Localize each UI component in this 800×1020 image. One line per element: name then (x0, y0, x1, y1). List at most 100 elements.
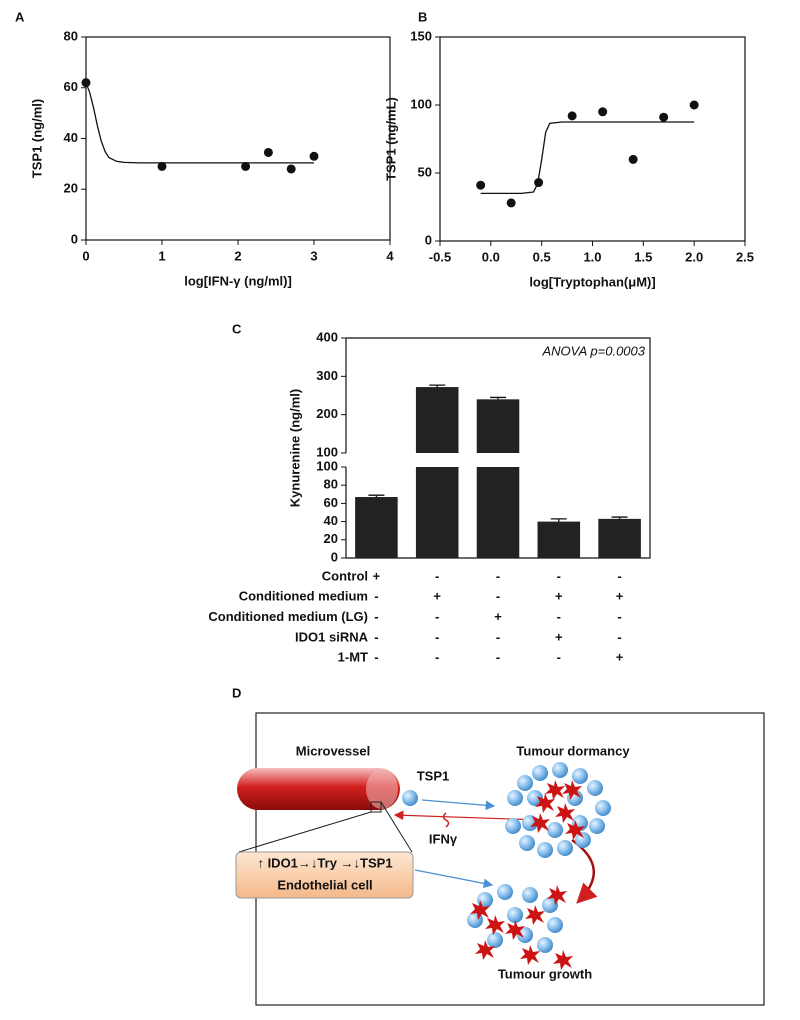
condition-sign: - (374, 609, 378, 624)
data-point (506, 198, 516, 208)
cell (532, 765, 548, 781)
x-tick-label: 0.5 (533, 249, 551, 264)
condition-sign: - (617, 629, 621, 644)
endothelial-box (235, 851, 414, 899)
condition-sign: - (435, 568, 439, 583)
x-axis-label: log[Tryptophan(μM)] (529, 274, 655, 289)
bar (476, 399, 520, 453)
y-tick-label: 40 (324, 513, 338, 528)
bar (415, 387, 459, 453)
condition-sign: + (616, 650, 624, 665)
x-tick-label: 1.0 (583, 249, 601, 264)
condition-label: 1-MT (338, 650, 368, 665)
condition-sign: + (555, 629, 563, 644)
cell (589, 818, 605, 834)
arrow (421, 799, 496, 811)
y-tick-label: 0 (331, 549, 338, 564)
data-point (286, 164, 296, 174)
star-cell (545, 780, 565, 800)
y-tick-label: 300 (316, 368, 338, 383)
y-axis-label: TSP1 (ng/mL) (383, 97, 398, 181)
condition-sign: + (494, 609, 502, 624)
condition-sign: + (373, 568, 381, 583)
condition-sign: - (435, 629, 439, 644)
bar (476, 467, 520, 558)
cell (547, 822, 563, 838)
condition-sign: + (555, 589, 563, 604)
condition-sign: - (496, 650, 500, 665)
cell (595, 800, 611, 816)
curved-arrow (571, 838, 598, 904)
arrow (414, 869, 494, 889)
x-tick-label: -0.5 (429, 249, 451, 264)
cell (507, 790, 523, 806)
bar (415, 467, 459, 558)
condition-sign: - (557, 650, 561, 665)
plot-frame (439, 36, 746, 242)
condition-sign: - (557, 568, 561, 583)
label: Tumour growth (498, 966, 592, 981)
zoom-square (370, 801, 382, 813)
cell (575, 832, 591, 848)
star-cell (555, 803, 575, 823)
condition-label: IDO1 siRNA (295, 629, 369, 644)
panel-label: B (418, 9, 427, 24)
x-axis-label: log[IFN-γ (ng/ml)] (184, 273, 292, 288)
condition-sign: + (433, 589, 441, 604)
condition-label: Control (322, 568, 368, 583)
panel-label: A (15, 9, 25, 24)
x-tick-label: 0 (82, 248, 89, 263)
x-tick-label: 3 (310, 248, 317, 263)
panel-label: C (232, 321, 242, 336)
error-bar (368, 494, 385, 498)
y-tick-label: 100 (410, 96, 432, 111)
data-point (241, 161, 251, 171)
y-tick-label: 40 (64, 130, 78, 145)
condition-sign: - (617, 568, 621, 583)
condition-label: Conditioned medium (LG) (208, 609, 368, 624)
y-tick-label: 60 (324, 495, 338, 510)
data-point (628, 154, 638, 164)
cell (547, 917, 563, 933)
y-tick-label: 200 (316, 406, 338, 421)
data-point (567, 111, 577, 121)
condition-sign: - (374, 589, 378, 604)
cell (505, 818, 521, 834)
cell (522, 887, 538, 903)
cell (572, 768, 588, 784)
cell (517, 775, 533, 791)
label: Microvessel (296, 743, 370, 758)
condition-sign: - (557, 609, 561, 624)
microvessel (237, 768, 400, 810)
data-point (659, 112, 669, 122)
data-point (81, 78, 91, 88)
data-point (689, 100, 699, 110)
data-point (476, 180, 486, 190)
y-tick-label: 0 (425, 232, 432, 247)
cell (587, 780, 603, 796)
data-point (263, 147, 273, 157)
condition-sign: - (496, 629, 500, 644)
error-bar (490, 396, 506, 400)
condition-label: Conditioned medium (239, 589, 368, 604)
condition-sign: - (374, 650, 378, 665)
y-tick-label: 60 (64, 79, 78, 94)
condition-sign: - (496, 589, 500, 604)
error-bar (550, 518, 567, 522)
dormant-tumour (505, 762, 611, 858)
cell (537, 937, 553, 953)
bar (598, 518, 641, 558)
bar (537, 521, 581, 558)
label: Endothelial cell (277, 877, 372, 892)
error-bar (429, 384, 446, 388)
star-cell (520, 945, 540, 965)
arrow (393, 810, 541, 821)
label: Tumour dormancy (516, 743, 630, 758)
y-tick-label: 150 (410, 28, 432, 43)
x-tick-label: 4 (386, 248, 394, 263)
y-tick-label: 100 (316, 458, 338, 473)
y-tick-label: 400 (316, 329, 338, 344)
data-point (598, 107, 608, 117)
condition-sign: - (617, 609, 621, 624)
